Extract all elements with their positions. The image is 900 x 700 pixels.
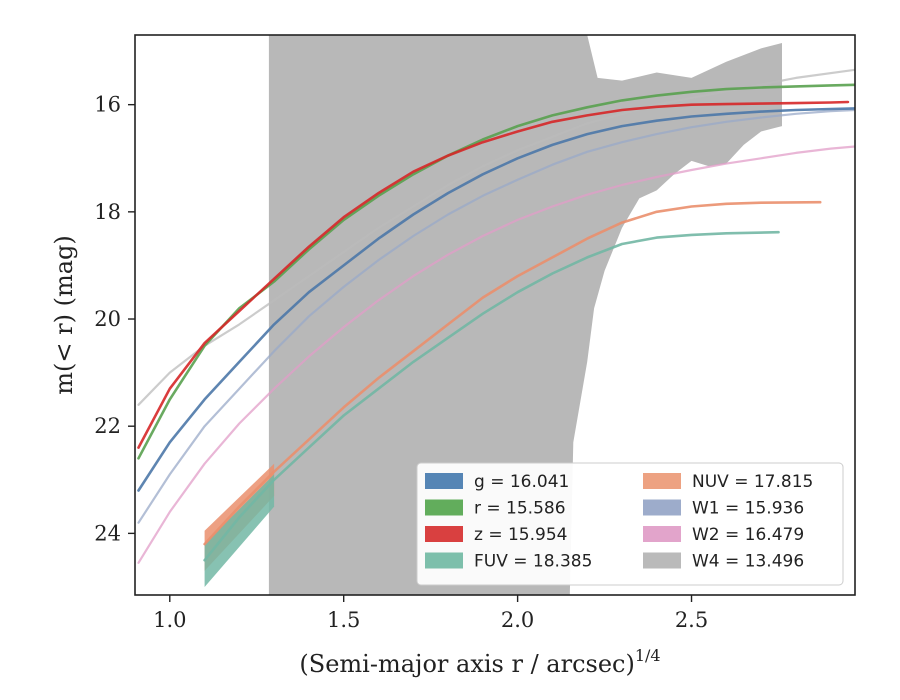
legend-swatch-z: [425, 526, 463, 542]
series-fuv-line: [203, 230, 780, 562]
legend-label-nuv: NUV = 17.815: [692, 472, 813, 492]
band-fuv-uncertainty: [204, 474, 275, 587]
profile-curves: [137, 68, 855, 564]
x-tick-label: 2.5: [675, 608, 708, 632]
y-axis-title: m(< r) (mag): [50, 235, 78, 394]
legend-box: [416, 462, 844, 586]
x-axis-title: (Semi-major axis r / arcsec)1/4: [299, 646, 660, 678]
legend-label-z: z = 15.954: [474, 525, 567, 545]
y-tick-label: 22: [94, 414, 121, 438]
legend-swatch-w2: [643, 526, 681, 542]
legend-swatch-w4: [643, 552, 681, 569]
y-tick-label: 16: [94, 93, 121, 117]
x-tick-label: 1.5: [327, 608, 360, 632]
legend-label-w1: W1 = 15.936: [692, 499, 804, 519]
x-tick-label: 2.0: [501, 608, 534, 632]
plot-frame: [134, 34, 856, 596]
x-axis-title-superscript: 1/4: [635, 646, 661, 665]
legend-swatch-fuv: [425, 552, 463, 569]
y-tick-label: 20: [94, 307, 121, 331]
x-tick-label: 1.0: [153, 608, 186, 632]
series-g-line: [137, 107, 855, 492]
series-w2-line: [137, 145, 855, 564]
legend-swatch-w1: [643, 499, 681, 516]
y-axis-ticks: 16 18 20 22 24: [94, 93, 135, 545]
legend-label-g: g = 16.041: [474, 472, 569, 492]
band-w4-uncertainty: [268, 35, 782, 595]
y-tick-label: 24: [94, 521, 121, 545]
series-w4-line: [137, 68, 855, 406]
legend-label-w2: W2 = 16.479: [692, 525, 804, 545]
legend-swatch-g: [425, 473, 463, 489]
legend: g = 16.041 r = 15.586 z = 15.954 FUV = 18.3…: [416, 462, 844, 586]
series-w1-line: [137, 108, 855, 524]
x-axis-title-main: (Semi-major axis r / arcsec): [299, 650, 634, 678]
legend-label-fuv: FUV = 18.385: [474, 552, 592, 572]
y-tick-label: 18: [94, 200, 121, 224]
series-nuv-line: [203, 200, 822, 546]
legend-label-w4: W4 = 13.496: [692, 552, 804, 572]
x-axis-ticks: 1.0 1.5 2.0 2.5: [153, 595, 708, 632]
series-z-line: [137, 100, 850, 449]
legend-swatch-nuv: [643, 473, 681, 489]
legend-label-r: r = 15.586: [474, 499, 566, 519]
legend-swatch-r: [425, 499, 463, 516]
